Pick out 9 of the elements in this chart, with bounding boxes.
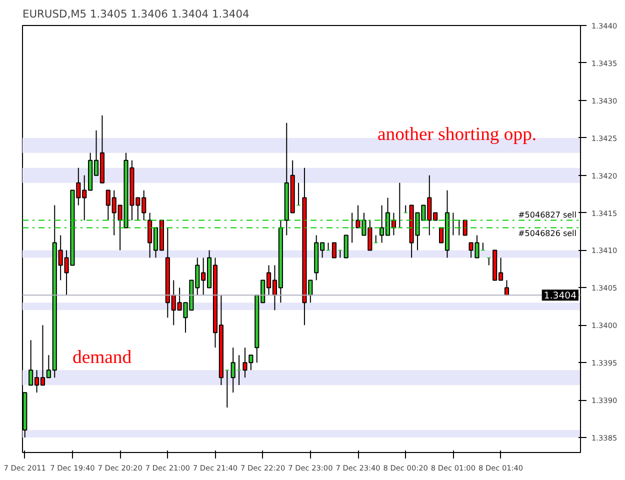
ref-line-label: #5046826 sell bbox=[518, 228, 577, 238]
chart-title: EURUSD,M5 1.3405 1.3406 1.3404 1.3404 bbox=[22, 8, 250, 20]
ref-line-label: #5046827 sell bbox=[518, 210, 577, 220]
candlestick bbox=[230, 347, 236, 394]
ref-line-label: 1.3404 bbox=[544, 290, 577, 302]
candlestick bbox=[332, 242, 337, 258]
candlestick bbox=[344, 234, 348, 258]
annotation: another shorting opp. bbox=[378, 124, 537, 145]
annotation: demand bbox=[72, 347, 132, 368]
